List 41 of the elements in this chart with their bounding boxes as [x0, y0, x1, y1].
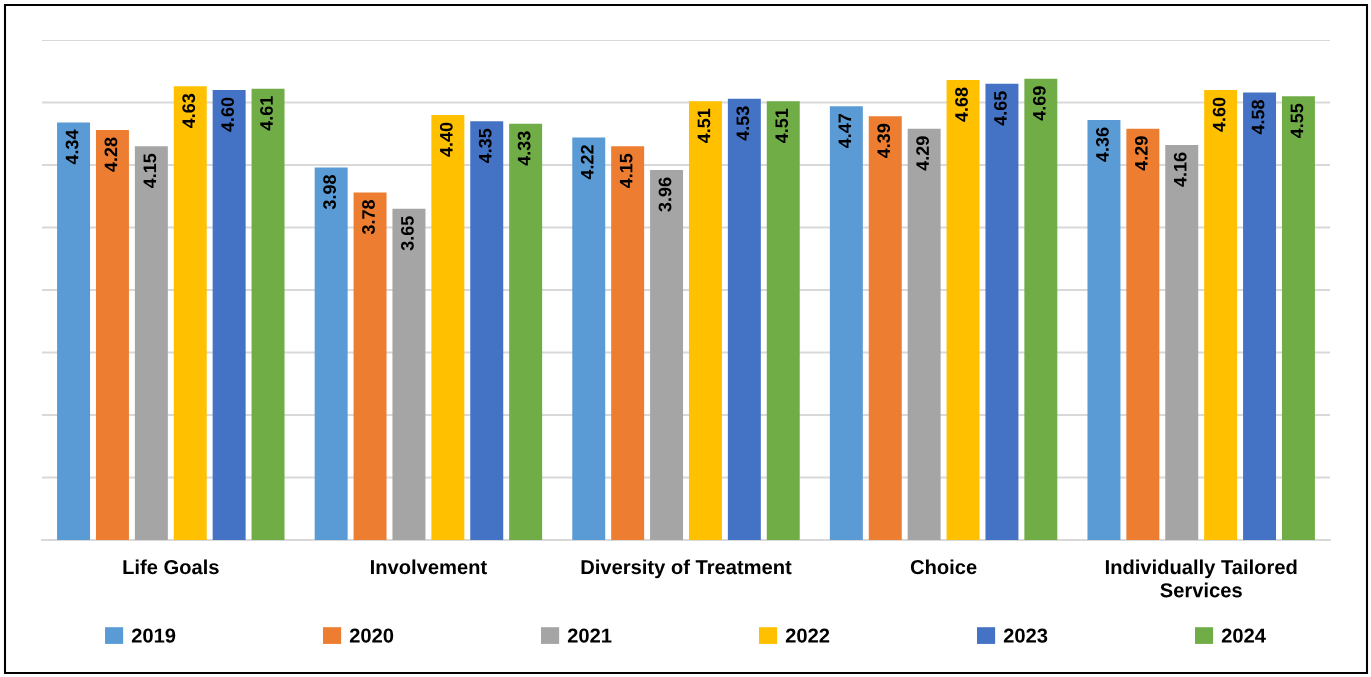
- data-label: 4.47: [838, 113, 852, 149]
- legend-label: 2019: [131, 628, 176, 643]
- data-label: 4.15: [619, 153, 633, 189]
- x-tick-label: Individually Tailored Services: [1105, 559, 1297, 598]
- legend-label: 2021: [567, 628, 612, 643]
- data-label: 4.60: [1212, 97, 1226, 132]
- x-tick-label: Diversity of Treatment: [581, 559, 792, 579]
- x-tick-label: Involvement: [371, 559, 487, 575]
- data-label: 3.78: [362, 199, 375, 235]
- legend-label: 2024: [1221, 628, 1266, 643]
- data-label: 4.22: [580, 145, 594, 180]
- data-label: 3.98: [323, 174, 337, 210]
- data-label: 4.61: [260, 96, 273, 131]
- data-label: 4.65: [994, 91, 1007, 126]
- data-label: 4.51: [775, 108, 789, 144]
- data-label: 4.16: [1173, 152, 1187, 187]
- data-label: 4.53: [736, 106, 750, 141]
- data-label: 4.69: [1032, 86, 1046, 121]
- legend-label: 2022: [785, 628, 830, 643]
- legend-label: 2023: [1003, 628, 1048, 643]
- data-label: 4.39: [877, 123, 891, 159]
- data-label: 4.33: [517, 131, 531, 166]
- data-label: 4.35: [478, 128, 492, 164]
- x-tick-label: Choice: [910, 559, 977, 575]
- data-label: 4.60: [221, 97, 234, 132]
- data-label: 4.63: [182, 93, 196, 129]
- data-label: 3.96: [658, 177, 672, 212]
- data-label: 4.34: [65, 129, 79, 165]
- data-label: 3.65: [401, 216, 414, 251]
- data-label: 4.68: [955, 87, 968, 122]
- data-label: 4.58: [1251, 99, 1265, 135]
- x-tick-label: Life Goals: [123, 559, 219, 575]
- data-label: 4.40: [439, 122, 453, 157]
- data-label: 4.28: [104, 137, 118, 172]
- legend-label: 2020: [349, 628, 394, 643]
- data-label: 4.55: [1290, 103, 1304, 139]
- data-label: 4.51: [697, 108, 711, 144]
- data-label: 4.36: [1096, 127, 1109, 162]
- data-label: 4.29: [1134, 136, 1148, 171]
- data-label: 4.29: [916, 136, 929, 171]
- data-label: 4.15: [143, 153, 157, 189]
